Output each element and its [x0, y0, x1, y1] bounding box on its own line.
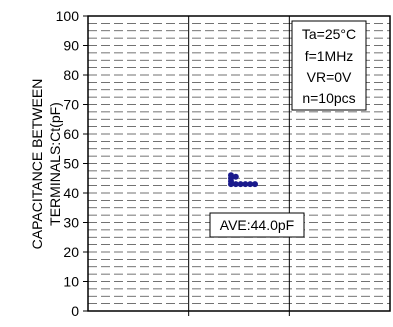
y-tick-label: 60 — [63, 126, 79, 142]
data-point — [242, 181, 249, 188]
y-axis-label: CAPACITANCE BETWEEN TERMINALS:Ct(pF) — [29, 79, 63, 250]
y-tick-label: 100 — [56, 8, 80, 24]
conditions-box-frame — [291, 20, 367, 111]
data-point — [252, 181, 258, 188]
data-points — [228, 172, 258, 188]
condition-sample-count: n=10pcs — [302, 90, 355, 106]
condition-temperature: Ta=25°C — [302, 26, 356, 42]
condition-frequency: f=1MHz — [305, 48, 354, 64]
plot-frame — [87, 15, 391, 312]
y-tick-label: 50 — [63, 156, 79, 172]
y-tick-label: 40 — [63, 185, 79, 201]
y-tick-label: 80 — [63, 67, 79, 83]
conditions-box: Ta=25°C f=1MHz VR=0V n=10pcs — [291, 20, 367, 111]
data-point — [247, 181, 254, 188]
data-point — [237, 181, 244, 188]
condition-voltage: VR=0V — [307, 69, 352, 85]
vertical-gridlines — [188, 16, 290, 316]
y-axis-ticks: 0 10 20 30 40 50 60 70 80 90 100 — [56, 8, 88, 319]
average-box: AVE:44.0pF — [209, 212, 305, 238]
data-point — [228, 181, 234, 188]
y-tick-label: 90 — [63, 38, 79, 54]
average-label: AVE:44.0pF — [220, 217, 294, 233]
data-point — [232, 173, 239, 180]
y-axis-label-line-1: CAPACITANCE BETWEEN — [29, 79, 45, 250]
y-tick-label: 70 — [63, 97, 79, 113]
y-tick-label: 30 — [63, 215, 79, 231]
y-tick-label: 10 — [63, 274, 79, 290]
average-box-frame — [209, 212, 305, 238]
y-tick-label: 0 — [71, 303, 79, 319]
data-point — [232, 181, 239, 188]
y-tick-label: 20 — [63, 244, 79, 260]
y-axis-label-line-2: TERMINALS:Ct(pF) — [47, 102, 63, 226]
